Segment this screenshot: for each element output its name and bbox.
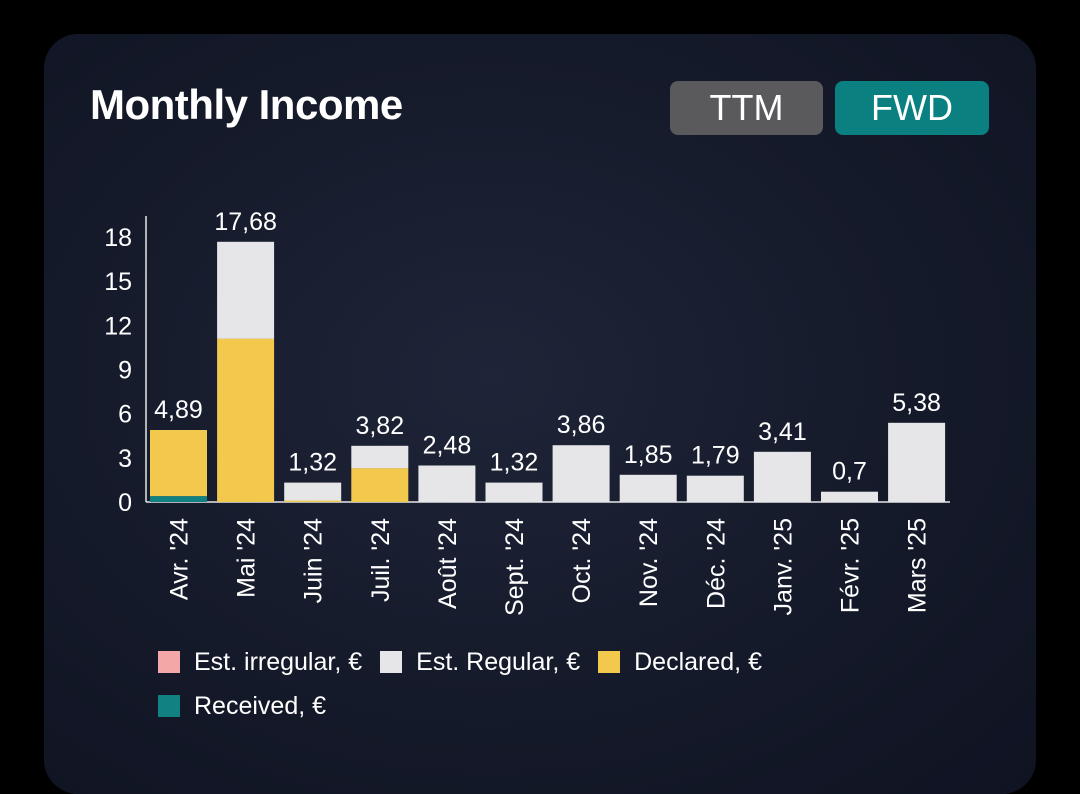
x-tick-label: Juin '24 xyxy=(300,518,328,603)
y-tick-label: 18 xyxy=(104,224,132,252)
bar-segment-declared xyxy=(150,430,207,497)
x-tick-label: Juil. '24 xyxy=(367,518,395,602)
x-tick-label: Sept. '24 xyxy=(501,518,529,616)
bar-segment-est-regular xyxy=(552,445,610,502)
x-tick-label: Août '24 xyxy=(434,518,462,609)
y-tick-label: 3 xyxy=(118,445,132,473)
x-tick-label: Mai '24 xyxy=(233,518,261,598)
legend-swatch-est-irregular xyxy=(158,651,180,673)
legend-label-declared: Declared, € xyxy=(634,648,762,676)
bar-segment-est-regular xyxy=(485,482,543,502)
bar-total-label: 0,7 xyxy=(832,458,867,486)
y-tick-label: 9 xyxy=(118,357,132,385)
bar-segment-est-regular xyxy=(888,422,946,502)
legend-swatch-received xyxy=(158,695,180,717)
bar-total-label: 3,82 xyxy=(355,412,404,440)
x-tick-label: Mars '25 xyxy=(904,518,932,613)
legend-swatch-est-regular xyxy=(380,651,403,673)
y-tick-label: 0 xyxy=(118,489,132,517)
bar-total-label: 5,38 xyxy=(892,389,941,417)
bar-total-label: 3,41 xyxy=(758,418,807,446)
bar-segment-declared xyxy=(284,500,342,502)
bar-segment-declared xyxy=(217,338,275,502)
ttm-toggle-button[interactable]: TTM xyxy=(670,81,823,135)
legend-item-est-irregular[interactable]: Est. irregular, € xyxy=(158,647,362,677)
bar-total-label: 4,89 xyxy=(154,396,203,424)
y-tick-label: 15 xyxy=(104,268,132,296)
fwd-toggle-button[interactable]: FWD xyxy=(835,81,989,135)
x-tick-label: Févr. '25 xyxy=(837,518,865,613)
bar-segment-est-regular xyxy=(418,465,476,502)
bar-total-label: 1,85 xyxy=(624,441,673,469)
legend-item-est-regular[interactable]: Est. Regular, € xyxy=(380,647,580,677)
bar-segment-received xyxy=(150,496,207,502)
legend-swatch-declared xyxy=(598,651,621,673)
chart-legend: Est. irregular, € Est. Regular, € Declar… xyxy=(158,640,858,728)
bar-total-label: 1,79 xyxy=(691,442,740,470)
x-tick-label: Nov. '24 xyxy=(635,518,663,607)
bar-segment-est-regular xyxy=(284,482,342,501)
monthly-income-card: Monthly Income TTM FWD 0 3 6 9 12 15 18 4,89 Avr… xyxy=(44,34,1036,794)
x-tick-label: Avr. '24 xyxy=(166,518,194,600)
x-tick-label: Oct. '24 xyxy=(568,518,596,603)
bar-total-label: 3,86 xyxy=(557,411,606,439)
legend-row-1: Est. irregular, € Est. Regular, € Declar… xyxy=(158,640,858,684)
bar-total-label: 2,48 xyxy=(423,432,472,460)
legend-label-est-irregular: Est. irregular, € xyxy=(194,648,363,676)
legend-row-2: Received, € xyxy=(158,684,858,728)
bar-segment-est-regular xyxy=(686,475,744,502)
bar-segment-est-regular xyxy=(821,491,878,502)
bar-segment-declared xyxy=(351,468,409,502)
legend-label-est-regular: Est. Regular, € xyxy=(416,648,581,676)
legend-item-declared[interactable]: Declared, € xyxy=(598,647,762,677)
income-bar-chart: 0 3 6 9 12 15 18 4,89 Avr. '24 17,68 Mai '24 1,32 Ju… xyxy=(104,208,950,616)
legend-item-received[interactable]: Received, € xyxy=(158,691,326,721)
y-tick-label: 6 xyxy=(118,401,132,429)
x-tick-label: Déc. '24 xyxy=(702,518,730,609)
y-tick-label: 12 xyxy=(104,312,132,340)
x-tick-label: Janv. '25 xyxy=(769,518,797,615)
bar-total-label: 17,68 xyxy=(214,208,277,236)
bar-segment-est-regular xyxy=(217,241,275,339)
card-title: Monthly Income xyxy=(90,81,403,128)
legend-label-received: Received, € xyxy=(194,692,327,720)
bar-segment-est-regular xyxy=(619,474,677,502)
bar-segment-est-regular xyxy=(351,445,409,469)
bar-total-label: 1,32 xyxy=(288,449,337,477)
bar-total-label: 1,32 xyxy=(490,449,539,477)
bar-segment-est-regular xyxy=(753,451,811,502)
